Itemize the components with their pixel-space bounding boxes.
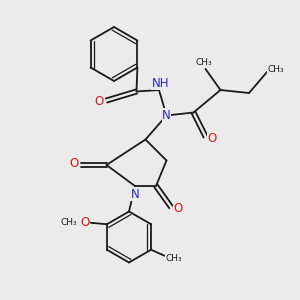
Text: O: O — [80, 216, 90, 229]
Text: CH₃: CH₃ — [267, 64, 284, 74]
Text: O: O — [173, 202, 182, 215]
Text: CH₃: CH₃ — [166, 254, 182, 263]
Text: CH₃: CH₃ — [196, 58, 212, 67]
Text: N: N — [162, 109, 171, 122]
Text: O: O — [208, 131, 217, 145]
Text: O: O — [94, 95, 103, 109]
Text: O: O — [70, 157, 79, 170]
Text: NH: NH — [152, 77, 169, 90]
Text: CH₃: CH₃ — [60, 218, 77, 227]
Text: N: N — [130, 188, 140, 201]
